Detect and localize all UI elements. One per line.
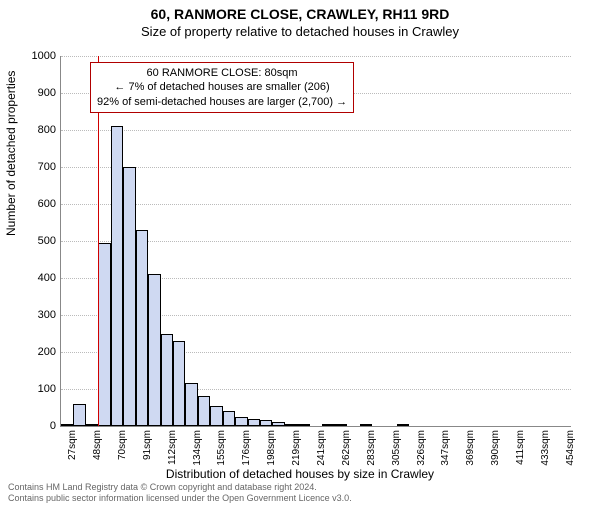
gridline <box>61 167 571 168</box>
histogram-bar <box>136 230 148 426</box>
title-sub: Size of property relative to detached ho… <box>0 24 600 39</box>
footer-line1: Contains HM Land Registry data © Crown c… <box>8 482 352 493</box>
histogram-bar <box>210 406 222 426</box>
gridline <box>61 130 571 131</box>
histogram-bar <box>223 411 235 426</box>
histogram-bar <box>98 243 110 426</box>
histogram-bar <box>111 126 123 426</box>
histogram-bar <box>397 424 409 426</box>
annotation-line1: 60 RANMORE CLOSE: 80sqm <box>97 66 347 80</box>
histogram-bar <box>123 167 135 426</box>
histogram-bar <box>198 396 210 426</box>
histogram-bar <box>297 424 309 426</box>
histogram-bar <box>360 424 372 426</box>
footer: Contains HM Land Registry data © Crown c… <box>8 482 352 504</box>
ytick-label: 800 <box>16 124 56 136</box>
footer-line2: Contains public sector information licen… <box>8 493 352 504</box>
ytick-label: 900 <box>16 87 56 99</box>
ytick-label: 500 <box>16 235 56 247</box>
annotation-box: 60 RANMORE CLOSE: 80sqm ← 7% of detached… <box>90 62 354 113</box>
histogram-bar <box>148 274 160 426</box>
histogram-bar <box>61 424 73 426</box>
ytick-label: 600 <box>16 198 56 210</box>
annotation-line2: ← 7% of detached houses are smaller (206… <box>97 80 347 94</box>
ytick-label: 200 <box>16 346 56 358</box>
histogram-bar <box>272 422 284 426</box>
histogram-bar <box>86 424 98 426</box>
gridline <box>61 56 571 57</box>
ytick-label: 1000 <box>16 50 56 62</box>
ytick-label: 100 <box>16 383 56 395</box>
gridline <box>61 204 571 205</box>
title-main: 60, RANMORE CLOSE, CRAWLEY, RH11 9RD <box>0 6 600 22</box>
histogram-bar <box>235 417 247 426</box>
ytick-label: 0 <box>16 420 56 432</box>
ytick-label: 400 <box>16 272 56 284</box>
histogram-bar <box>185 383 197 426</box>
histogram-bar <box>285 424 297 426</box>
histogram-bar <box>322 424 334 426</box>
histogram-bar <box>248 419 260 426</box>
histogram-bar <box>335 424 347 426</box>
x-axis-label: Distribution of detached houses by size … <box>0 467 600 481</box>
histogram-bar <box>260 420 272 426</box>
histogram-bar <box>73 404 85 426</box>
histogram-bar <box>161 334 173 427</box>
annotation-line3: 92% of semi-detached houses are larger (… <box>97 95 347 109</box>
ytick-label: 300 <box>16 309 56 321</box>
histogram-bar <box>173 341 185 426</box>
ytick-label: 700 <box>16 161 56 173</box>
